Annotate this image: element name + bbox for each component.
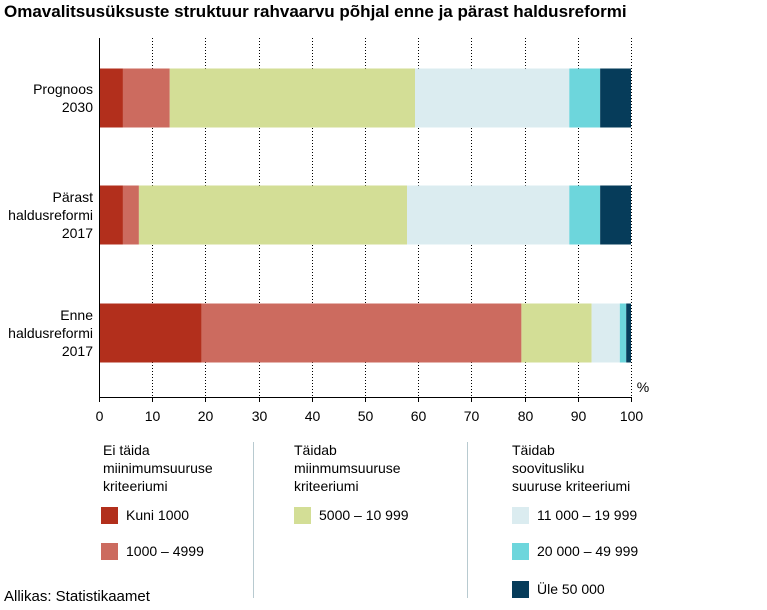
x-tick-label-80: 80 — [518, 408, 534, 424]
bar-segment-2-2 — [521, 303, 592, 363]
category-label-0: Prognoos 2030 — [33, 81, 93, 115]
legend-swatch-3 — [512, 507, 529, 524]
legend-label-1: 1000 – 4999 — [126, 543, 204, 559]
bar-segment-0-3 — [415, 68, 570, 128]
bar-segment-2-1 — [201, 303, 522, 363]
legend-swatch-5 — [512, 581, 529, 598]
bar-segment-1-4 — [569, 185, 601, 245]
x-tick-label-50: 50 — [358, 408, 374, 424]
x-tick-label-20: 20 — [198, 408, 214, 424]
x-tick-label-100: 100 — [620, 408, 644, 424]
x-tick-label-0: 0 — [96, 408, 104, 424]
chart-title: Omavalitsusüksuste struktuur rahvaarvu p… — [4, 2, 627, 21]
bar-segment-0-5 — [600, 68, 631, 128]
bar-segment-2-0 — [99, 303, 202, 363]
legend-label-0: Kuni 1000 — [126, 507, 190, 523]
bar-segment-2-5 — [626, 303, 631, 363]
x-tick-label-10: 10 — [145, 408, 161, 424]
bar-segment-0-4 — [569, 68, 601, 128]
bar-segment-1-2 — [138, 185, 408, 245]
category-label-1: Pärast haldusreformi 2017 — [8, 189, 93, 241]
legend-label-5: Üle 50 000 — [537, 581, 605, 597]
bar-segment-1-0 — [99, 185, 123, 245]
source-note: Allikas: Statistikaamet — [4, 588, 150, 605]
legend-group-title-0: Ei täida miinimumsuuruse kriteeriumi — [103, 442, 213, 494]
legend-label-4: 20 000 – 49 999 — [537, 543, 639, 559]
bar-segment-0-2 — [169, 68, 416, 128]
bar-segment-2-3 — [591, 303, 620, 363]
x-unit-label: % — [637, 379, 649, 395]
category-label-2: Enne haldusreformi 2017 — [8, 307, 93, 359]
bar-segment-0-0 — [99, 68, 123, 128]
bar-segment-0-1 — [122, 68, 170, 128]
legend-label-3: 11 000 – 19 999 — [537, 507, 638, 523]
legend-swatch-0 — [101, 507, 118, 524]
bar-segment-1-5 — [600, 185, 631, 245]
legend-divider-1 — [253, 442, 254, 598]
bar-segment-1-1 — [122, 185, 139, 245]
x-tick-label-40: 40 — [305, 408, 321, 424]
x-tick-label-70: 70 — [464, 408, 480, 424]
legend-swatch-4 — [512, 543, 529, 560]
x-tick-label-90: 90 — [571, 408, 587, 424]
legend-group-title-1: Täidab miinmumsuuruse kriteeriumi — [294, 442, 401, 494]
legend-swatch-1 — [101, 543, 118, 560]
legend-label-2: 5000 – 10 999 — [319, 507, 409, 523]
x-tick-label-30: 30 — [252, 408, 268, 424]
bar-segment-1-3 — [407, 185, 570, 245]
legend-swatch-2 — [294, 507, 311, 524]
x-tick-label-60: 60 — [411, 408, 427, 424]
legend-group-title-2: Täidab soovitusliku suuruse kriteeriumi — [512, 442, 631, 494]
bar-segment-2-4 — [619, 303, 627, 363]
legend-divider-2 — [467, 442, 468, 598]
